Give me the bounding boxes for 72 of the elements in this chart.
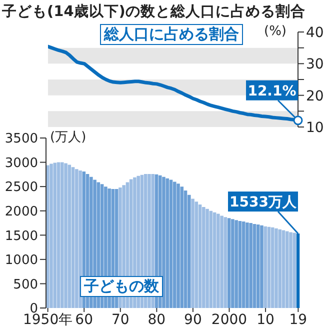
x-tick-label: 2000 (211, 312, 248, 328)
y-axis-title: (%) (264, 24, 286, 40)
bar (264, 226, 267, 308)
bar (202, 206, 206, 308)
bar (209, 210, 213, 308)
y-tick-label: 20 (306, 88, 324, 104)
bar (285, 231, 289, 308)
bar (278, 229, 282, 308)
bar (274, 228, 278, 308)
y-tick-label: 3000 (4, 156, 38, 171)
bar (194, 202, 198, 308)
bar (238, 221, 242, 308)
bar (227, 218, 231, 308)
bar (180, 186, 184, 308)
bar (216, 214, 220, 308)
bar (68, 164, 72, 308)
bar (234, 220, 238, 308)
x-tick-label: 80 (148, 312, 166, 328)
bar (292, 232, 296, 308)
x-tick-label: 90 (184, 312, 202, 328)
bar (267, 226, 271, 308)
bar (64, 163, 68, 308)
bar (75, 169, 78, 308)
bar (220, 216, 224, 308)
x-tick-label: 10 (256, 312, 274, 328)
y-tick-label: 2500 (4, 180, 38, 196)
bar (289, 232, 292, 308)
x-tick-label: 19 (289, 312, 308, 328)
bar (188, 194, 191, 308)
y-tick-label: 1500 (4, 228, 38, 244)
bar (78, 170, 82, 308)
y-axis-title: (万人) (50, 130, 86, 146)
y-tick-label: 500 (13, 277, 38, 292)
bar (191, 198, 194, 308)
bar (60, 162, 64, 308)
bar (206, 208, 209, 308)
series-label: 子どもの数 (80, 276, 163, 297)
bar (173, 182, 176, 308)
bar (166, 178, 170, 308)
bar (212, 212, 216, 308)
bar (46, 165, 50, 308)
bar (53, 162, 57, 308)
bar (246, 222, 249, 308)
y-tick-label: 3500 (4, 132, 38, 147)
y-tick-label: 40 (306, 24, 324, 41)
data-label: 12.1% (248, 83, 296, 100)
y-tick-label: 10 (306, 120, 324, 136)
y-tick-label: 1000 (4, 253, 38, 268)
y-tick-label: 2000 (4, 204, 38, 220)
bar (260, 225, 264, 308)
bar (252, 224, 256, 308)
y-tick-label: 30 (306, 56, 324, 73)
series-label: 総人口に占める割合 (100, 24, 243, 45)
bar (56, 162, 60, 308)
bar (282, 230, 286, 308)
bar (198, 204, 202, 308)
x-tick-label: 60 (75, 312, 94, 328)
bar (224, 217, 228, 308)
bar (242, 222, 246, 308)
bar (231, 219, 234, 308)
bar (169, 180, 173, 308)
x-tick-label: 70 (111, 312, 130, 328)
bar (270, 227, 274, 308)
bar (176, 184, 180, 308)
bar (249, 223, 252, 308)
bar (184, 190, 188, 308)
bar (162, 176, 166, 308)
bar (71, 167, 75, 308)
bar (50, 164, 53, 308)
data-label: 1533万人 (230, 194, 298, 211)
bar (256, 224, 260, 308)
chart-title: 子ども(14歳以下)の数と総人口に占める割合 (2, 2, 306, 21)
